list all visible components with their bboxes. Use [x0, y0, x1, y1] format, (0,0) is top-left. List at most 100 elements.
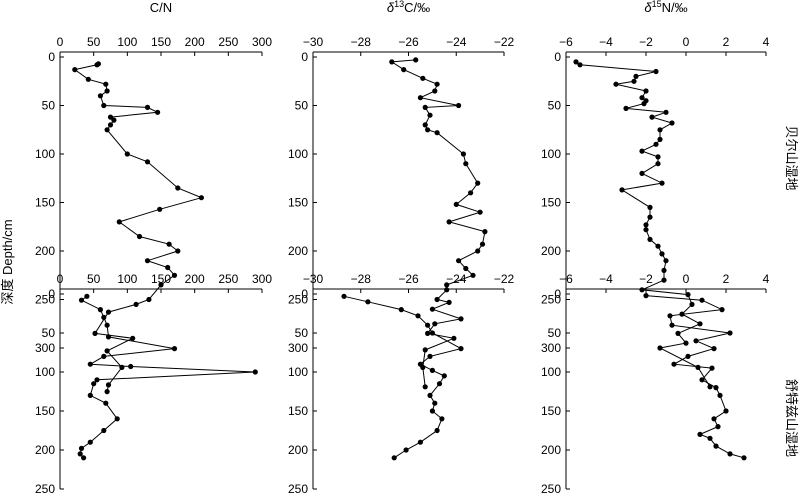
data-point — [439, 416, 445, 422]
data-point — [87, 361, 93, 367]
data-point — [133, 301, 139, 307]
y-tick-label: 150 — [541, 404, 561, 418]
y-tick-label: 150 — [35, 404, 55, 418]
x-tick-label: 300 — [252, 35, 272, 49]
data-point — [715, 424, 721, 430]
data-point — [685, 353, 691, 359]
series-line — [79, 295, 256, 459]
data-point — [661, 267, 667, 273]
data-point — [643, 227, 649, 233]
data-point — [685, 292, 691, 298]
data-point — [425, 330, 431, 336]
data-point — [94, 62, 100, 68]
data-point — [675, 330, 681, 336]
data-point — [417, 439, 423, 445]
x-tick-label: 50 — [87, 35, 101, 49]
data-point — [422, 104, 428, 110]
panels-group: C/N0 50 100 150 200 250 300050100150200250300δ… — [35, 0, 770, 493]
x-tick-label: −24 — [446, 272, 467, 286]
data-point — [463, 161, 469, 167]
data-point — [641, 101, 647, 107]
data-point — [697, 321, 703, 327]
data-point — [103, 400, 109, 406]
data-point — [166, 241, 172, 247]
data-point — [663, 258, 669, 264]
data-point — [165, 264, 171, 271]
data-point — [114, 416, 120, 422]
data-point — [171, 272, 178, 278]
data-point — [144, 159, 151, 165]
data-point — [175, 248, 181, 254]
data-point — [91, 381, 97, 387]
x-tick-label: −24 — [446, 35, 467, 49]
y-tick-label: 0 — [554, 50, 561, 64]
data-point — [711, 416, 717, 422]
x-tick-label: −28 — [351, 272, 372, 286]
row-label-bottom: 舒特兹山湿地 — [784, 379, 799, 457]
data-point — [460, 151, 466, 157]
data-point — [707, 435, 713, 441]
data-point — [458, 346, 464, 352]
data-point — [391, 455, 397, 461]
data-point — [619, 187, 625, 193]
data-point — [446, 219, 452, 225]
data-point — [252, 369, 258, 375]
data-point — [663, 109, 669, 115]
x-tick-label: 250 — [218, 272, 238, 286]
data-point — [441, 373, 447, 379]
data-point — [653, 141, 659, 147]
y-tick-label: 50 — [42, 99, 56, 113]
data-point — [639, 170, 645, 176]
data-point — [456, 102, 462, 109]
x-tick-label: 150 — [151, 35, 171, 49]
data-point — [415, 313, 421, 319]
x-tick-label: −6 — [559, 35, 573, 49]
data-point — [78, 445, 85, 451]
data-point — [87, 439, 93, 445]
data-point — [659, 251, 665, 257]
x-tick-label: −22 — [494, 35, 515, 49]
data-point — [699, 377, 705, 383]
y-tick-label: 150 — [35, 196, 55, 210]
data-point — [479, 241, 486, 247]
panel-2-2: −30 −28 −26 −24 −22 0 50 100 150 200 250 — [288, 272, 515, 493]
data-point — [146, 296, 152, 303]
x-tick-label: −22 — [494, 272, 515, 286]
data-point — [482, 229, 488, 235]
data-point — [713, 385, 719, 391]
data-point — [413, 57, 419, 63]
data-point — [434, 296, 440, 303]
data-point — [631, 78, 637, 84]
data-point — [577, 62, 583, 68]
data-point — [104, 322, 110, 328]
y-tick-label: 250 — [541, 482, 561, 493]
data-point — [97, 93, 103, 99]
data-point — [699, 297, 705, 303]
data-point — [653, 68, 659, 75]
y-tick-label: 200 — [541, 244, 561, 258]
data-point — [453, 201, 459, 207]
x-tick-label: −2 — [639, 272, 653, 286]
data-point — [436, 381, 443, 387]
data-point — [84, 293, 90, 299]
data-point — [77, 451, 83, 457]
data-point — [97, 307, 103, 313]
data-point — [649, 114, 655, 120]
data-point — [623, 105, 629, 111]
data-point — [158, 282, 164, 288]
x-tick-label: −30 — [303, 272, 324, 286]
data-point — [111, 117, 117, 123]
y-tick-label: 50 — [42, 326, 56, 340]
data-point — [669, 322, 675, 328]
data-point — [727, 330, 733, 336]
data-point — [130, 335, 136, 341]
series-line — [645, 295, 745, 459]
data-point — [659, 180, 665, 186]
x-tick-label: −28 — [351, 35, 372, 49]
data-point — [341, 293, 347, 299]
data-point — [105, 309, 112, 315]
data-point — [689, 301, 695, 307]
data-point — [713, 443, 719, 449]
data-point — [655, 161, 661, 167]
